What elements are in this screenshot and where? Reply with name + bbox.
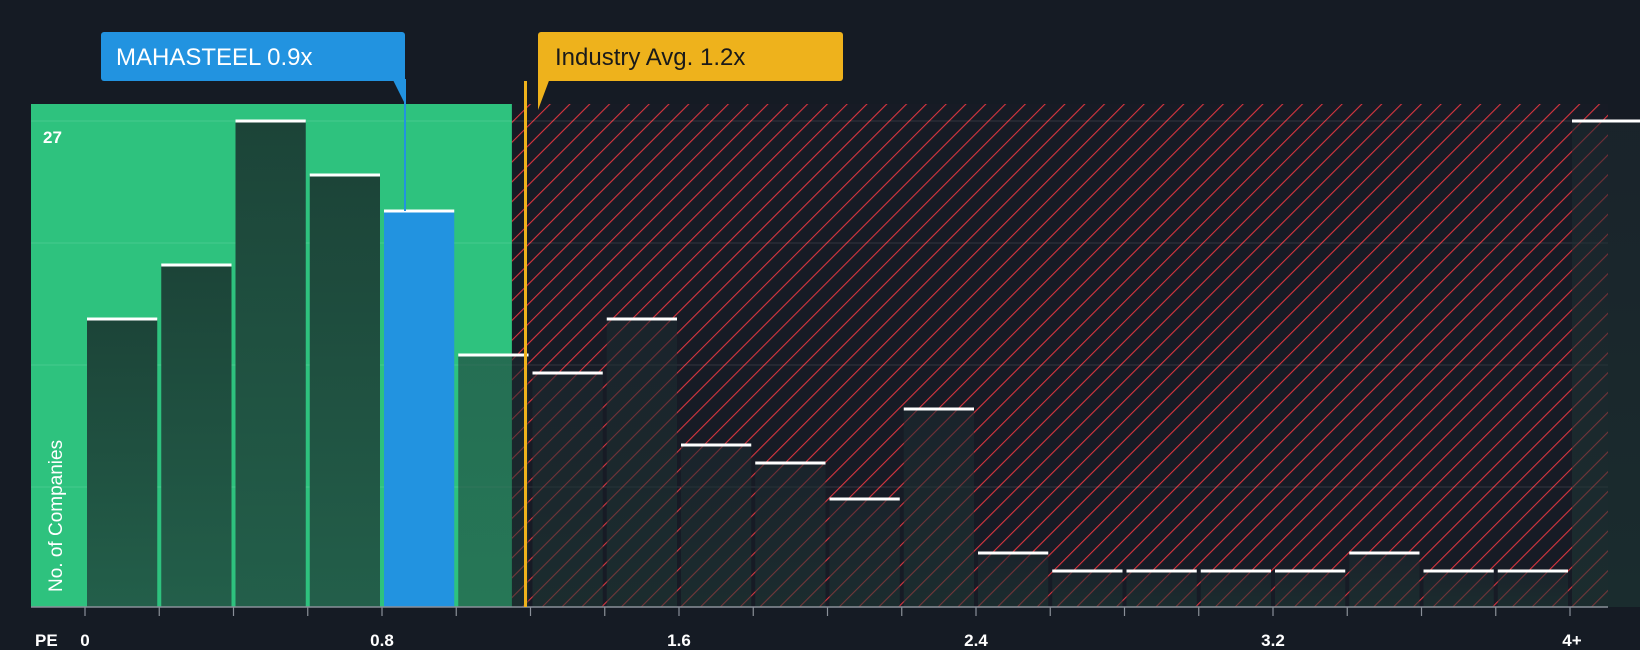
histogram-bar <box>1423 571 1494 607</box>
x-tick-label: 1.6 <box>667 631 691 650</box>
histogram-bar <box>532 373 603 607</box>
x-axis-label: PE <box>35 631 58 650</box>
histogram-bar <box>978 553 1049 607</box>
x-tick-label: 0 <box>80 631 89 650</box>
y-tick-label-27: 27 <box>43 128 62 147</box>
x-tick-label: 0.8 <box>370 631 394 650</box>
histogram-bar <box>1052 571 1123 607</box>
industry-callout-pointer <box>538 78 550 110</box>
histogram-bar <box>1126 571 1197 607</box>
histogram-bar <box>161 265 232 607</box>
histogram-bar <box>606 319 677 607</box>
industry-callout-label: Industry Avg. 1.2x <box>555 44 745 71</box>
x-tick-label: 4+ <box>1562 631 1581 650</box>
histogram-bar <box>309 175 380 607</box>
histogram-bar <box>755 463 826 607</box>
x-tick-label: 2.4 <box>964 631 988 650</box>
industry-marker: Industry Avg. 1.2x <box>524 32 843 607</box>
industry-callout-box <box>538 32 843 81</box>
histogram-bar <box>1497 571 1568 607</box>
company-callout-label: MAHASTEEL 0.9x <box>116 44 313 71</box>
histogram-bar <box>1275 571 1346 607</box>
y-axis-label: No. of Companies <box>46 440 67 592</box>
histogram-bar <box>458 355 529 607</box>
histogram-bars <box>87 119 1640 607</box>
x-tick-label: 3.2 <box>1261 631 1285 650</box>
histogram-bar <box>903 409 974 607</box>
histogram-bar <box>1572 121 1640 607</box>
histogram-bar <box>1200 571 1271 607</box>
histogram-bar <box>829 499 900 607</box>
x-axis-ticks: 0 0.8 1.6 2.4 3.2 4+ <box>80 607 1582 650</box>
company-callout-box <box>101 32 405 81</box>
company-callout-pointer <box>392 78 405 104</box>
histogram-bar <box>384 211 455 607</box>
histogram-bar <box>1349 553 1420 607</box>
histogram-bar <box>87 319 158 607</box>
company-marker: MAHASTEEL 0.9x <box>101 32 406 211</box>
histogram-bar <box>681 445 752 607</box>
histogram-bar <box>235 121 306 607</box>
